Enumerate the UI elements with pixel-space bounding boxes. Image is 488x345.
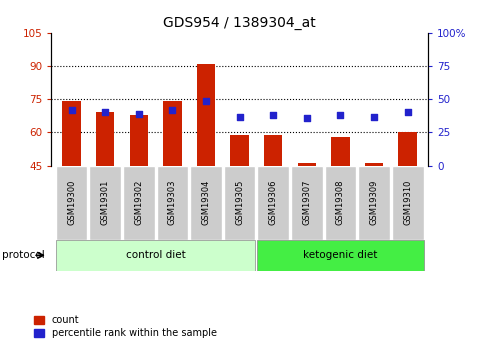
Bar	[264, 135, 282, 166]
Bar	[56, 240, 255, 271]
Text: GSM19305: GSM19305	[235, 180, 244, 225]
Bar	[224, 166, 255, 240]
Point	[168, 108, 176, 113]
Text: GSM19304: GSM19304	[201, 180, 210, 225]
Point	[269, 112, 277, 117]
Text: protocol: protocol	[2, 250, 45, 260]
Bar	[257, 240, 423, 271]
Point	[202, 99, 209, 104]
Bar	[297, 164, 315, 166]
Bar	[257, 166, 288, 240]
Point	[336, 112, 344, 117]
Text: GSM19300: GSM19300	[67, 180, 76, 225]
Text: ketogenic diet: ketogenic diet	[303, 250, 377, 260]
Bar	[358, 166, 389, 240]
Point	[67, 108, 75, 113]
Point	[302, 115, 310, 121]
Bar	[230, 135, 248, 166]
Point	[135, 111, 142, 116]
Text: GSM19303: GSM19303	[167, 180, 177, 225]
Legend: count, percentile rank within the sample: count, percentile rank within the sample	[34, 315, 216, 338]
Bar	[196, 64, 215, 166]
Bar	[163, 101, 181, 166]
Title: GDS954 / 1389304_at: GDS954 / 1389304_at	[163, 16, 315, 30]
Text: GSM19309: GSM19309	[369, 180, 378, 225]
Point	[369, 114, 377, 120]
Text: GSM19306: GSM19306	[268, 180, 277, 225]
Bar	[129, 115, 148, 166]
Bar	[290, 166, 322, 240]
Point	[403, 110, 411, 115]
Bar	[156, 166, 188, 240]
Bar	[62, 101, 81, 166]
Bar	[398, 132, 416, 166]
Bar	[330, 137, 349, 166]
Text: GSM19308: GSM19308	[335, 180, 344, 225]
Text: GSM19307: GSM19307	[302, 180, 311, 225]
Bar	[391, 166, 423, 240]
Bar	[190, 166, 222, 240]
Text: control diet: control diet	[125, 250, 185, 260]
Bar	[122, 166, 154, 240]
Point	[235, 114, 243, 120]
Bar	[324, 166, 356, 240]
Text: GSM19302: GSM19302	[134, 180, 143, 225]
Bar	[364, 164, 383, 166]
Point	[101, 110, 109, 115]
Text: GSM19310: GSM19310	[403, 180, 411, 225]
Bar	[89, 166, 121, 240]
Bar	[96, 112, 114, 166]
Text: GSM19301: GSM19301	[101, 180, 109, 225]
Bar	[56, 166, 87, 240]
